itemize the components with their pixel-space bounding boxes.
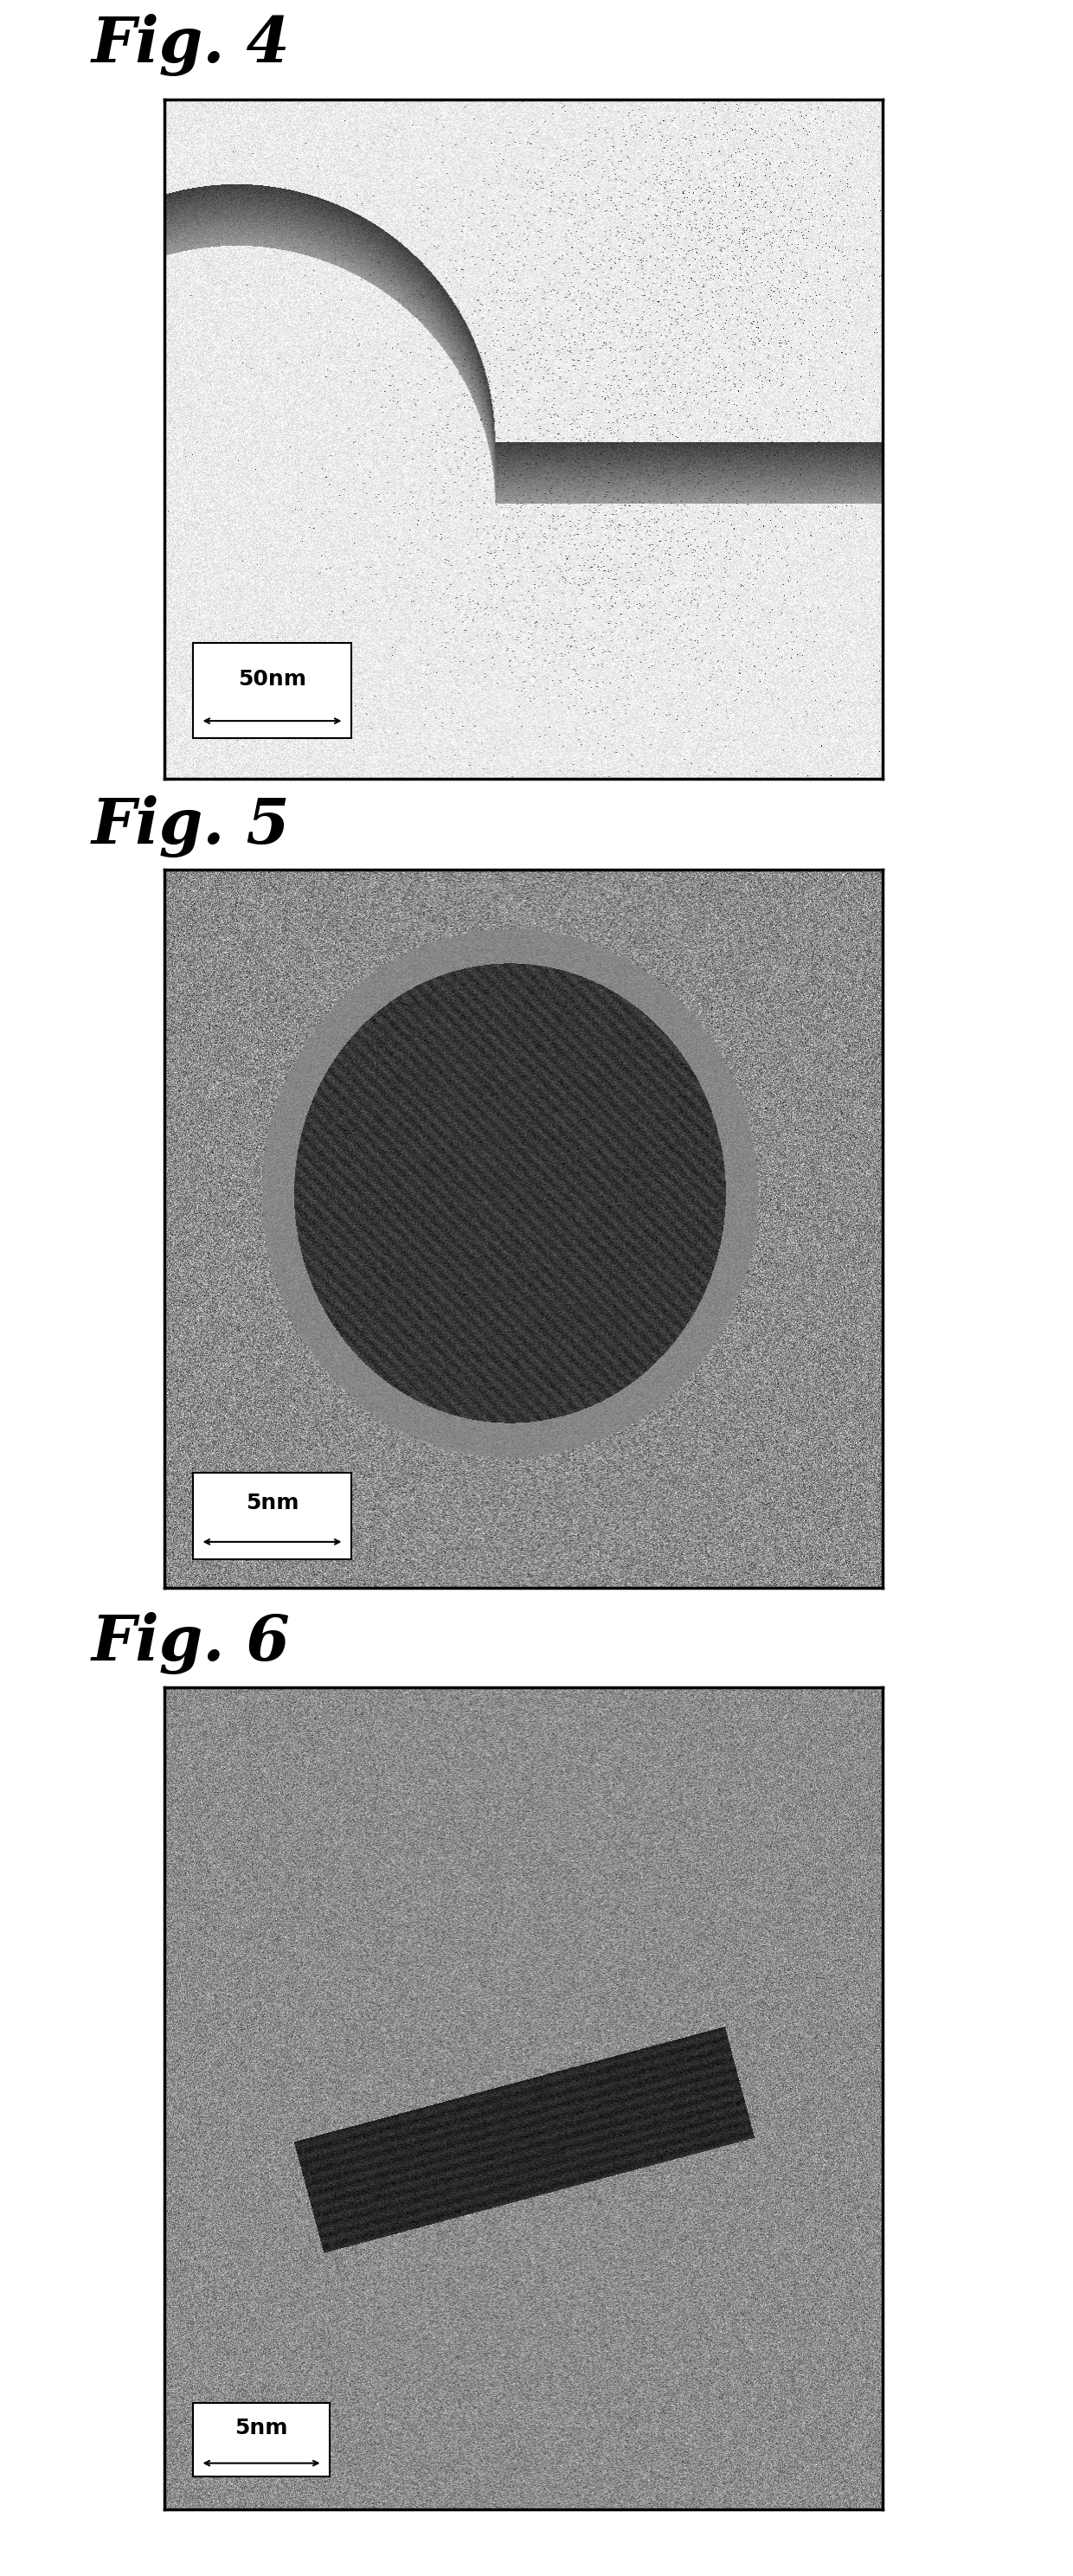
Text: Fig. 4: Fig. 4 — [91, 13, 290, 77]
FancyBboxPatch shape — [193, 2403, 329, 2476]
Text: 5nm: 5nm — [235, 2419, 288, 2439]
Text: Fig. 6: Fig. 6 — [91, 1613, 290, 1674]
FancyBboxPatch shape — [193, 644, 351, 737]
FancyBboxPatch shape — [193, 1473, 351, 1558]
Text: Fig. 5: Fig. 5 — [91, 796, 290, 858]
Text: 5nm: 5nm — [246, 1492, 298, 1515]
Text: 50nm: 50nm — [238, 670, 306, 690]
